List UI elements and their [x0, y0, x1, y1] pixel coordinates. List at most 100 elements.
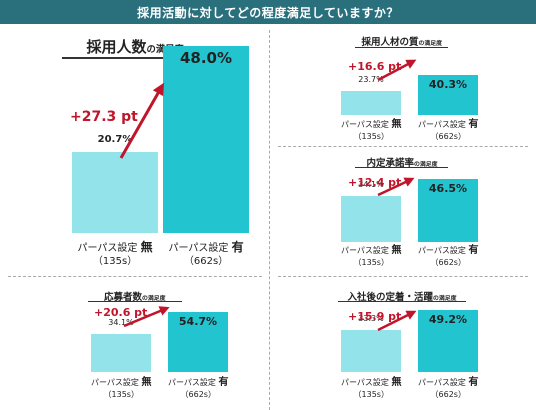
sample-size: （135s）: [353, 389, 389, 399]
value-label-with: 49.2%: [428, 313, 468, 326]
category-label-without: パーパス設定 無（135s）: [78, 240, 153, 268]
sample-size: （662s）: [183, 255, 229, 267]
bar-with: [163, 45, 249, 233]
category-line: パーパス設定 有: [169, 240, 244, 256]
category-flag: 有: [468, 119, 479, 130]
sample-size: （135s）: [103, 389, 139, 399]
panel-title: 入社後の定着・活躍の満足度: [348, 289, 457, 303]
increase-arrow: [377, 310, 417, 332]
title-underline: [62, 57, 208, 59]
sample-size: （135s）: [353, 131, 389, 141]
category-label-with: パーパス設定 有（662s）: [418, 245, 478, 268]
bar-without: [341, 330, 401, 372]
sample-size: （135s）: [353, 257, 389, 267]
title-main: 採用人材の質: [361, 37, 419, 48]
category-text: パーパス設定: [341, 120, 389, 129]
title-subtitle: の満足度: [414, 162, 438, 168]
delta-label: +16.6 pt: [348, 60, 402, 73]
panel-title: 内定承諾率の満足度: [367, 155, 438, 169]
increase-arrow: [123, 306, 170, 328]
title-underline: [355, 47, 448, 48]
category-text: パーパス設定: [341, 246, 389, 255]
bar-without: [341, 195, 401, 242]
category-label-without: パーパス設定 無（135s）: [91, 377, 151, 400]
category-text: パーパス設定: [168, 378, 216, 387]
value-label-without: 23.7%: [358, 75, 384, 85]
value-label-without: 34.1%: [358, 179, 384, 189]
title-underline: [338, 301, 466, 302]
divider-left: [8, 276, 262, 277]
category-text: パーパス設定: [77, 243, 138, 254]
title-main: 応募者数: [104, 292, 143, 303]
delta-label: +15.9 pt: [348, 310, 402, 323]
title-main: 入社後の定着・活躍: [347, 292, 434, 303]
title-underline: [355, 167, 448, 168]
increase-arrow: [119, 82, 164, 159]
divider-right-1: [278, 146, 528, 147]
delta-label: +12.4 pt: [348, 176, 402, 189]
category-label-without: パーパス設定 無（135s）: [341, 245, 401, 268]
delta-label: +27.3 pt: [70, 109, 138, 125]
category-label-with: パーパス設定 有（662s）: [418, 377, 478, 400]
category-flag: 無: [391, 245, 402, 256]
title-subtitle: の満足度: [433, 296, 457, 302]
bar-without: [341, 91, 401, 115]
value-label-without: 33.3%: [358, 314, 384, 324]
category-line: パーパス設定 有: [168, 377, 228, 390]
title-subtitle: の満足度: [418, 41, 443, 47]
sample-size: （662s）: [430, 389, 466, 399]
divider-right-2: [278, 276, 528, 277]
category-text: パーパス設定: [341, 378, 389, 387]
value-label-with: 54.7%: [178, 314, 218, 328]
bar-with: [418, 74, 478, 115]
category-flag: 無: [140, 240, 153, 254]
category-line: パーパス設定 有: [418, 245, 478, 258]
category-label-with: パーパス設定 有（662s）: [418, 119, 478, 142]
category-text: パーパス設定: [168, 243, 229, 254]
category-text: パーパス設定: [418, 120, 466, 129]
panel-title: 採用人材の質の満足度: [362, 34, 443, 48]
bar-with: [418, 310, 478, 372]
category-label-without: パーパス設定 無（135s）: [341, 377, 401, 400]
category-line: パーパス設定 有: [418, 119, 478, 132]
category-text: パーパス設定: [418, 378, 466, 387]
value-label-without: 20.7%: [97, 134, 133, 146]
sample-size: （662s）: [430, 257, 466, 267]
category-label-without: パーパス設定 無（135s）: [341, 119, 401, 142]
category-flag: 無: [391, 377, 402, 388]
question-text: 採用活動に対してどの程度満足していますか？: [137, 5, 399, 20]
value-label-with: 46.5%: [428, 182, 468, 196]
category-flag: 有: [468, 245, 479, 256]
category-line: パーパス設定 無: [341, 377, 401, 390]
bar-without: [72, 152, 158, 233]
delta-label: +20.6 pt: [94, 306, 148, 319]
increase-arrow: [377, 177, 415, 197]
panel-title: 応募者数の満足度: [104, 289, 166, 303]
category-flag: 有: [218, 377, 229, 388]
sample-size: （662s）: [430, 131, 466, 141]
category-line: パーパス設定 無: [91, 377, 151, 390]
value-label-with: 40.3%: [428, 77, 468, 91]
question-header: 採用活動に対してどの程度満足していますか？: [0, 0, 536, 24]
category-label-with: パーパス設定 有（662s）: [169, 240, 244, 268]
category-flag: 無: [391, 119, 402, 130]
increase-arrow: [377, 59, 417, 82]
value-label-without: 34.1%: [108, 318, 134, 328]
category-flag: 無: [141, 377, 152, 388]
category-line: パーパス設定 有: [418, 377, 478, 390]
sample-size: （662s）: [180, 389, 216, 399]
category-label-with: パーパス設定 有（662s）: [168, 377, 228, 400]
category-flag: 有: [468, 377, 479, 388]
category-text: パーパス設定: [91, 378, 139, 387]
bar-with: [168, 311, 228, 372]
category-line: パーパス設定 無: [78, 240, 153, 256]
value-label-with: 48.0%: [179, 48, 233, 67]
title-underline: [88, 301, 182, 302]
category-flag: 有: [231, 240, 244, 254]
category-text: パーパス設定: [418, 246, 466, 255]
bar-with: [418, 179, 478, 242]
bar-without: [91, 334, 151, 372]
vertical-divider: [269, 30, 270, 410]
title-main: 採用人数: [86, 38, 147, 56]
